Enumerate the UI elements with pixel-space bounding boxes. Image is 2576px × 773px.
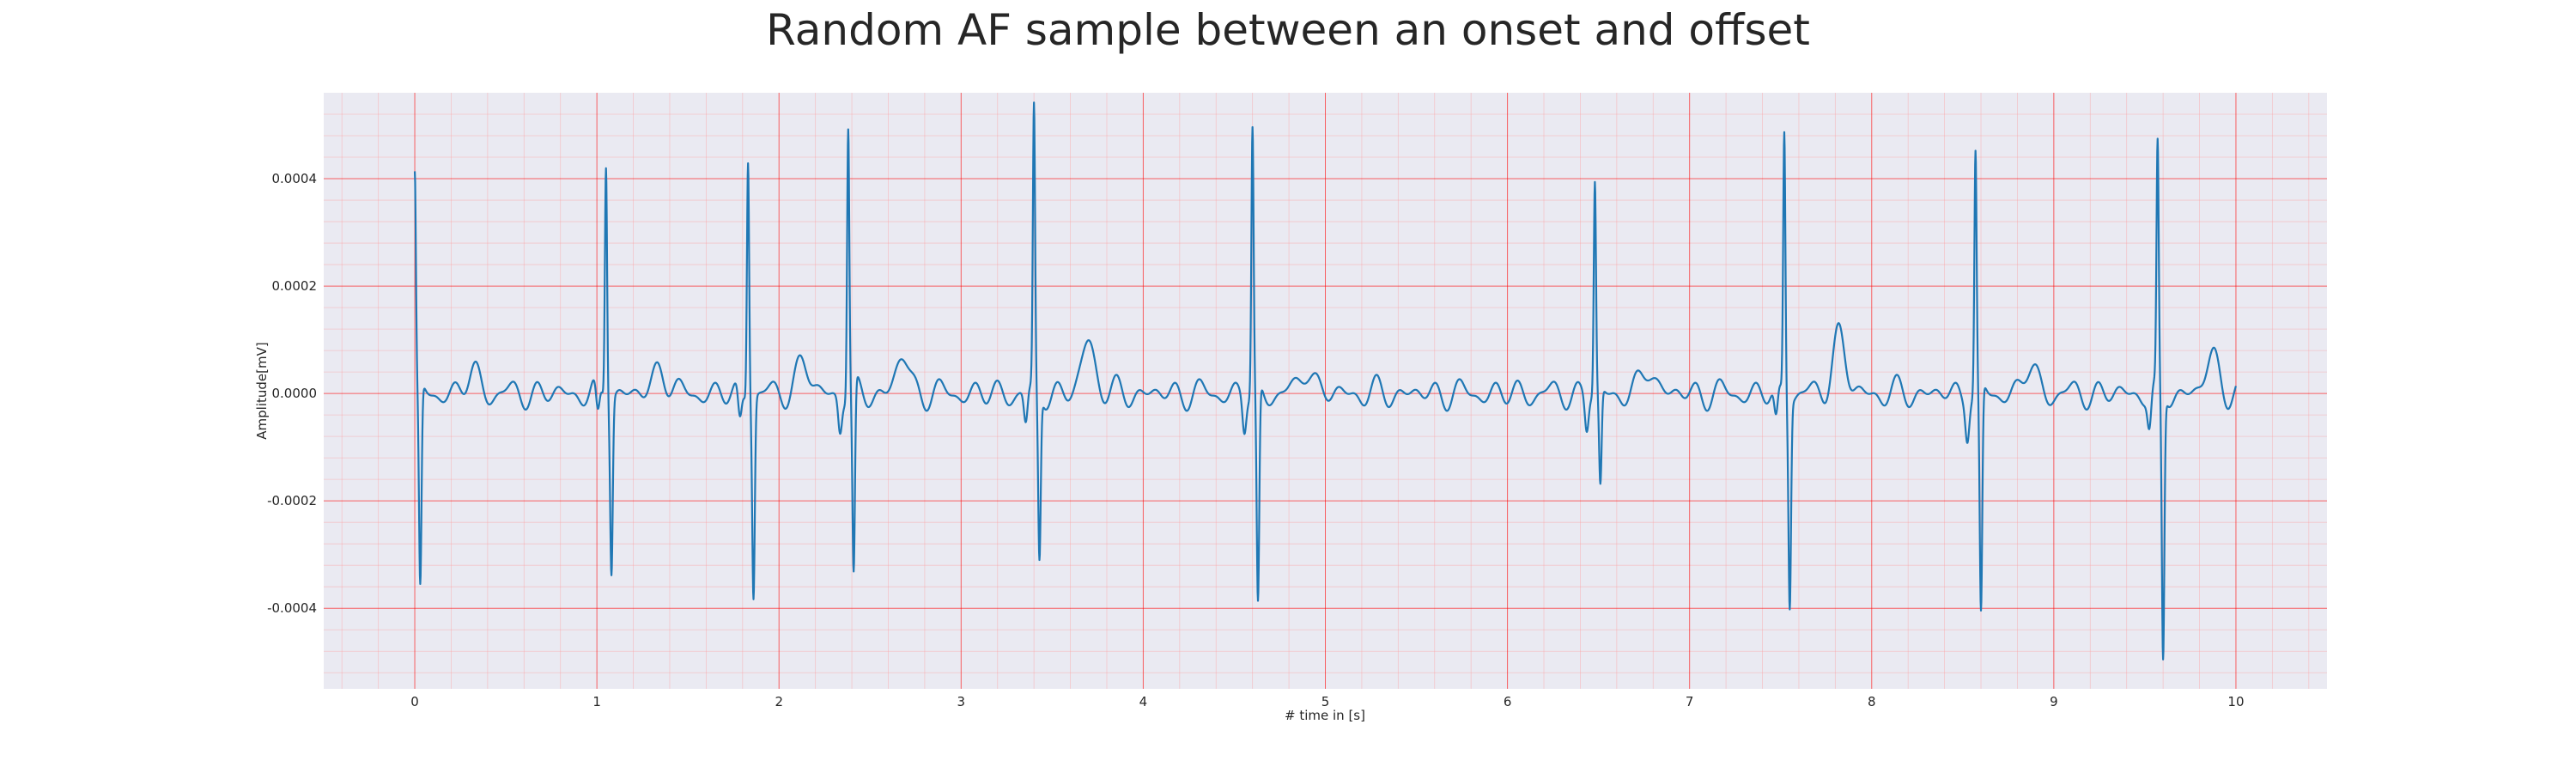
- y-tick-label: -0.0002: [267, 493, 317, 508]
- y-tick-label: 0.0002: [272, 278, 318, 294]
- x-tick-label: 3: [957, 694, 966, 709]
- y-tick-labels: -0.0004 -0.0002 0.0000 0.0002 0.0004: [267, 171, 317, 616]
- y-axis-label: Amplitude[mV]: [254, 342, 270, 439]
- y-tick-label: 0.0000: [272, 386, 318, 401]
- y-tick-label: -0.0004: [267, 600, 317, 616]
- ecg-signal-line: [413, 101, 2238, 660]
- x-tick-labels: 0 1 2 3 4 5 6 7 8 9 10: [410, 694, 2244, 709]
- x-tick-label: 2: [775, 694, 783, 709]
- x-tick-label: 5: [1321, 694, 1330, 709]
- x-tick-label: 6: [1504, 694, 1512, 709]
- x-tick-label: 9: [2050, 694, 2058, 709]
- y-tick-label: 0.0004: [272, 171, 318, 186]
- chart-title: Random AF sample between an onset and of…: [766, 5, 1810, 55]
- series-group: [413, 101, 2238, 660]
- x-tick-label: 4: [1139, 694, 1148, 709]
- major-grid: [324, 93, 2327, 689]
- x-tick-label: 10: [2227, 694, 2244, 709]
- x-axis-label: # time in [s]: [1285, 708, 1365, 723]
- x-tick-label: 1: [592, 694, 601, 709]
- x-tick-label: 8: [1868, 694, 1876, 709]
- x-tick-label: 7: [1686, 694, 1694, 709]
- x-tick-label: 0: [410, 694, 419, 709]
